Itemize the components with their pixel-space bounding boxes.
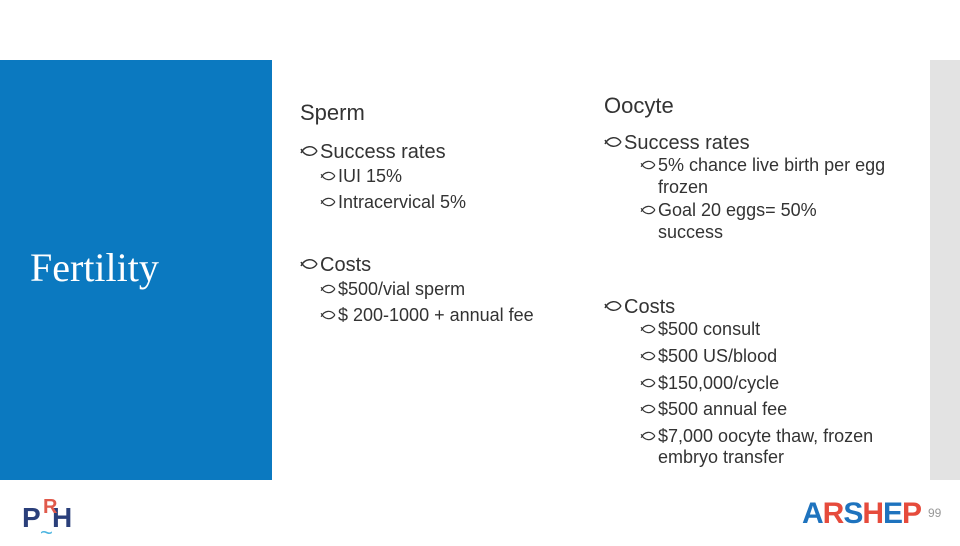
bullet-icon [320, 166, 338, 182]
bullet-icon [640, 200, 658, 216]
list-item: Goal 20 eggs= 50% success [640, 200, 924, 243]
sperm-costs-label: Costs [300, 253, 600, 277]
list-item: $ 200-1000 + annual fee [320, 305, 600, 327]
bullet-icon [640, 426, 658, 442]
sperm-heading: Sperm [300, 100, 365, 125]
prh-logo: P H R ~ [22, 496, 75, 545]
bullet-icon [300, 140, 320, 158]
list-item: 5% chance live birth per egg frozen [640, 155, 924, 198]
list-item: Intracervical 5% [320, 192, 600, 214]
arshep-logo: A R S H E P [802, 497, 922, 530]
bullet-icon [604, 131, 624, 149]
side-strip [930, 60, 960, 480]
title-panel [0, 60, 272, 480]
bullet-icon [320, 192, 338, 208]
bullet-icon [640, 399, 658, 415]
oocyte-success-label: Success rates [604, 131, 924, 155]
bullet-icon [320, 305, 338, 321]
bullet-icon [320, 279, 338, 295]
bullet-icon [604, 295, 624, 313]
bullet-icon [640, 319, 658, 335]
bullet-icon [640, 346, 658, 362]
sperm-success-label: Success rates [300, 140, 600, 164]
bullet-icon [640, 155, 658, 171]
list-item: $500/vial sperm [320, 279, 600, 301]
bullet-icon [300, 253, 320, 271]
list-item: $150,000/cycle [640, 373, 924, 395]
list-item: $7,000 oocyte thaw, frozen embryo transf… [640, 426, 924, 469]
list-item: $500 US/blood [640, 346, 924, 368]
oocyte-costs-label: Costs [604, 295, 924, 319]
oocyte-heading: Oocyte [604, 93, 674, 118]
bullet-icon [640, 373, 658, 389]
page-number: 99 [928, 506, 942, 520]
list-item: IUI 15% [320, 166, 600, 188]
oocyte-column: Oocyte Success rates 5% chance live birt… [604, 93, 924, 469]
slide-title: Fertility [30, 245, 159, 290]
list-item: $500 annual fee [640, 399, 924, 421]
list-item: $500 consult [640, 319, 924, 341]
sperm-column: Sperm Success rates IUI 15% Intracervica… [300, 100, 600, 326]
